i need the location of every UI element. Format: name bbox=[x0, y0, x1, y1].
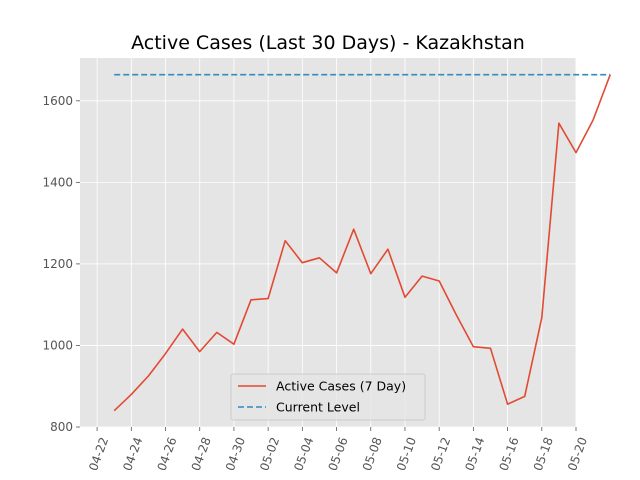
x-tick-label: 05-18 bbox=[531, 435, 556, 473]
x-tick-label: 05-10 bbox=[394, 435, 419, 473]
x-tick-label: 04-24 bbox=[120, 435, 145, 473]
x-tick-label: 05-08 bbox=[360, 435, 385, 473]
x-tick-label: 04-26 bbox=[155, 435, 180, 473]
y-tick-label: 1400 bbox=[42, 175, 73, 189]
legend-box bbox=[230, 373, 426, 421]
y-tick-label: 1000 bbox=[42, 338, 73, 352]
x-tick-label: 05-16 bbox=[497, 435, 522, 473]
y-tick-label: 800 bbox=[50, 420, 73, 434]
x-tick-label: 05-20 bbox=[565, 435, 590, 473]
x-tick-label: 05-06 bbox=[326, 435, 351, 473]
x-tick-label: 05-14 bbox=[462, 435, 487, 473]
grid bbox=[80, 58, 577, 428]
legend-label-active-cases: Active Cases (7 Day) bbox=[276, 379, 406, 394]
legend: Active Cases (7 Day) Current Level bbox=[230, 373, 426, 421]
series-line-0 bbox=[113, 74, 611, 412]
y-tick-label: 1200 bbox=[42, 257, 73, 271]
y-tick-label: 1600 bbox=[42, 94, 73, 108]
x-tick-label: 04-30 bbox=[223, 435, 248, 473]
x-tick-label: 05-04 bbox=[291, 435, 316, 473]
x-tick-label: 04-28 bbox=[189, 435, 214, 473]
plot-area bbox=[80, 58, 576, 427]
legend-label-current-level: Current Level bbox=[276, 400, 360, 415]
series-layer bbox=[113, 73, 611, 412]
x-tick-label: 05-02 bbox=[257, 435, 282, 473]
x-tick-label: 05-12 bbox=[428, 435, 453, 473]
chart-title: Active Cases (Last 30 Days) - Kazakhstan bbox=[131, 32, 525, 54]
x-tick-label: 04-22 bbox=[86, 435, 111, 473]
